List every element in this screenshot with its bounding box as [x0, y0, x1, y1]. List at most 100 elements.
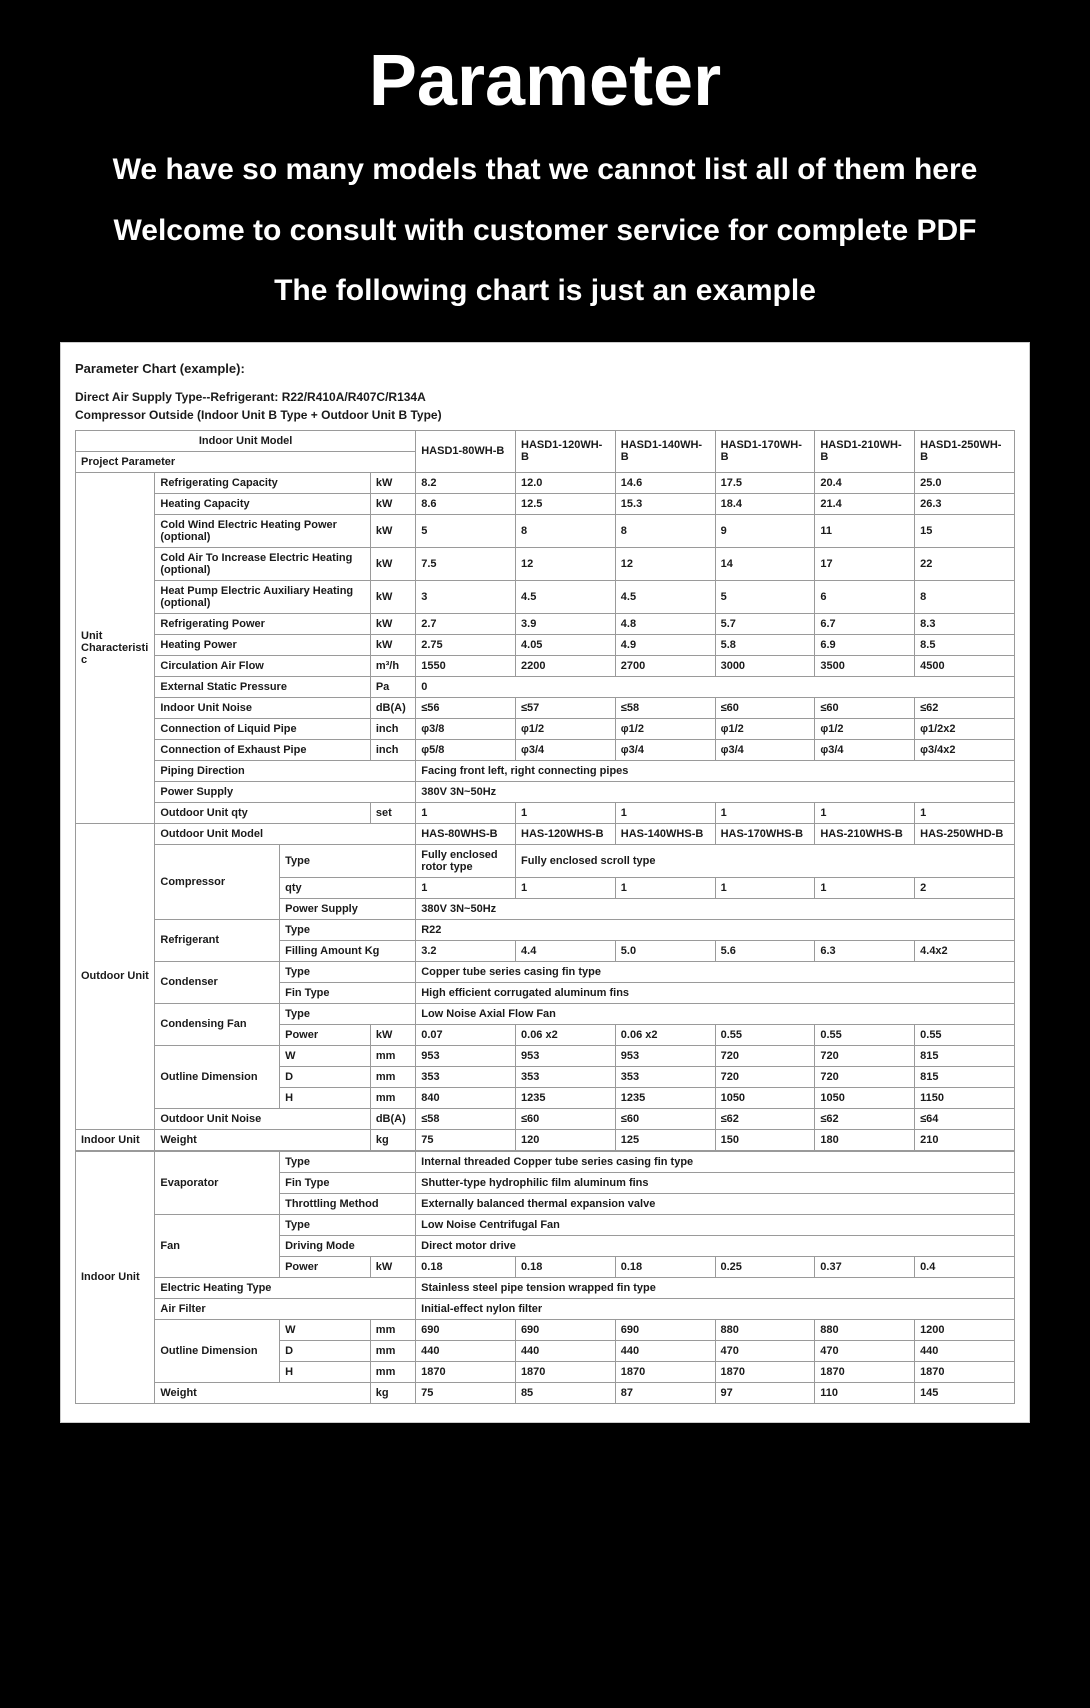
cell: 9 — [715, 514, 815, 547]
model-col-2: HASD1-140WH-B — [615, 430, 715, 472]
row-unit: Pa — [370, 676, 415, 697]
cell: Externally balanced thermal expansion va… — [416, 1193, 1015, 1214]
cell: φ3/4x2 — [915, 739, 1015, 760]
cell: 0 — [416, 676, 1015, 697]
hero-line-1: We have so many models that we cannot li… — [30, 150, 1060, 191]
cell: 1050 — [815, 1087, 915, 1108]
sub-label: Type — [280, 1214, 416, 1235]
cell: ≤64 — [915, 1108, 1015, 1129]
cell: 5 — [416, 514, 516, 547]
cell: 15 — [915, 514, 1015, 547]
sub-label: Type — [280, 961, 416, 982]
cell: 1870 — [515, 1361, 615, 1382]
model-col-3: HASD1-170WH-B — [715, 430, 815, 472]
cell: Fully enclosed rotor type — [416, 844, 516, 877]
cell: 75 — [416, 1129, 516, 1150]
cell: 1150 — [915, 1087, 1015, 1108]
row-label: Outdoor Unit Noise — [155, 1108, 370, 1129]
cell: 4500 — [915, 655, 1015, 676]
cell: ≤58 — [416, 1108, 516, 1129]
cell: 0.06 x2 — [516, 1024, 616, 1045]
cell: φ1/2 — [715, 718, 815, 739]
model-col-0: HASD1-80WH-B — [416, 430, 516, 472]
chart-caption: Parameter Chart (example): — [75, 361, 1015, 376]
cell: 75 — [416, 1382, 516, 1403]
table-row: Air Filter Initial-effect nylon filter — [76, 1298, 1015, 1319]
row-unit: kW — [370, 580, 415, 613]
cell: HAS-120WHS-B — [516, 823, 616, 844]
row-unit: kW — [370, 472, 415, 493]
cell: 4.4x2 — [915, 940, 1015, 961]
table-row: Outline Dimension Wmm 690690690880880120… — [76, 1319, 1015, 1340]
table-row: Outdoor Unit NoisedB(A) ≤58≤60≤60≤62≤62≤… — [76, 1108, 1015, 1129]
row-label: Piping Direction — [155, 760, 416, 781]
table-row: Cold Wind Electric Heating Power (option… — [76, 514, 1015, 547]
row-unit: mm — [370, 1087, 415, 1108]
cell: 110 — [815, 1382, 915, 1403]
cell: φ3/4 — [516, 739, 616, 760]
cell: 4.8 — [615, 613, 715, 634]
table-row: Outdoor Unit Outdoor Unit Model HAS-80WH… — [76, 823, 1015, 844]
sub-label: Type — [280, 1003, 416, 1024]
row-label: Refrigerant — [155, 919, 280, 961]
sub-label: Power Supply — [280, 898, 416, 919]
row-unit: kg — [370, 1129, 415, 1150]
cell: φ3/4 — [715, 739, 815, 760]
chart-subtitle-2: Compressor Outside (Indoor Unit B Type +… — [75, 408, 1015, 422]
row-unit: kW — [370, 1024, 415, 1045]
cell: Facing front left, right connecting pipe… — [416, 760, 1015, 781]
row-unit: mm — [370, 1340, 415, 1361]
row-label: Heat Pump Electric Auxiliary Heating (op… — [155, 580, 370, 613]
row-label: Connection of Liquid Pipe — [155, 718, 370, 739]
row-unit: dB(A) — [370, 697, 415, 718]
cell: 1550 — [416, 655, 516, 676]
row-unit: mm — [370, 1361, 415, 1382]
cell: 8.2 — [416, 472, 516, 493]
row-label: Cold Air To Increase Electric Heating (o… — [155, 547, 370, 580]
parameter-table: Indoor Unit Model HASD1-80WH-B HASD1-120… — [75, 430, 1015, 1151]
cell: 0.25 — [715, 1256, 815, 1277]
table-row: Heat Pump Electric Auxiliary Heating (op… — [76, 580, 1015, 613]
row-unit: kW — [370, 634, 415, 655]
table-row: Piping Direction Facing front left, righ… — [76, 760, 1015, 781]
cell: 4.4 — [516, 940, 616, 961]
cell: 0.4 — [915, 1256, 1015, 1277]
cell: 8 — [615, 514, 715, 547]
row-unit: m³/h — [370, 655, 415, 676]
row-label: Indoor Unit Noise — [155, 697, 370, 718]
cell: 20.4 — [815, 472, 915, 493]
table-header-row: Indoor Unit Model HASD1-80WH-B HASD1-120… — [76, 430, 1015, 451]
cell: 8.5 — [915, 634, 1015, 655]
row-label: Power Supply — [155, 781, 416, 802]
table-row: Cold Air To Increase Electric Heating (o… — [76, 547, 1015, 580]
cell: 6.3 — [815, 940, 915, 961]
table-row: Condensing Fan Type Low Noise Axial Flow… — [76, 1003, 1015, 1024]
cell: 0.55 — [815, 1024, 915, 1045]
cell: ≤58 — [615, 697, 715, 718]
cell: Direct motor drive — [416, 1235, 1015, 1256]
cell: Fully enclosed scroll type — [516, 844, 1015, 877]
sub-label: W — [280, 1319, 371, 1340]
row-label: Heating Power — [155, 634, 370, 655]
cell: 22 — [915, 547, 1015, 580]
cell: 8.6 — [416, 493, 516, 514]
cell: 815 — [915, 1045, 1015, 1066]
cell: 120 — [516, 1129, 616, 1150]
sub-label: Driving Mode — [280, 1235, 416, 1256]
cell: 720 — [815, 1045, 915, 1066]
cell: 380V 3N~50Hz — [416, 781, 1015, 802]
hero-line-3: The following chart is just an example — [30, 271, 1060, 312]
cell: 17 — [815, 547, 915, 580]
cell: HAS-140WHS-B — [615, 823, 715, 844]
cell: 440 — [915, 1340, 1015, 1361]
cell: 14.6 — [615, 472, 715, 493]
sub-label: Fin Type — [280, 982, 416, 1003]
cell: 720 — [715, 1045, 815, 1066]
cell: 150 — [715, 1129, 815, 1150]
cell: 14 — [715, 547, 815, 580]
cell: 353 — [615, 1066, 715, 1087]
cell: 1870 — [915, 1361, 1015, 1382]
cell: 1870 — [715, 1361, 815, 1382]
sub-label: Filling Amount Kg — [280, 940, 416, 961]
sub-label: qty — [280, 877, 416, 898]
